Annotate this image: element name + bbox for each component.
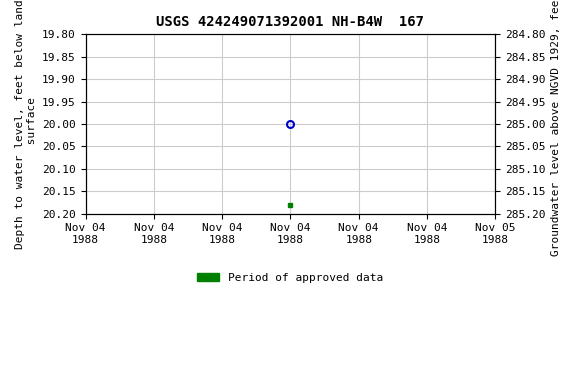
- Y-axis label: Depth to water level, feet below land
 surface: Depth to water level, feet below land su…: [15, 0, 37, 249]
- Y-axis label: Groundwater level above NGVD 1929, feet: Groundwater level above NGVD 1929, feet: [551, 0, 561, 256]
- Legend: Period of approved data: Period of approved data: [193, 268, 388, 287]
- Title: USGS 424249071392001 NH-B4W  167: USGS 424249071392001 NH-B4W 167: [157, 15, 425, 29]
